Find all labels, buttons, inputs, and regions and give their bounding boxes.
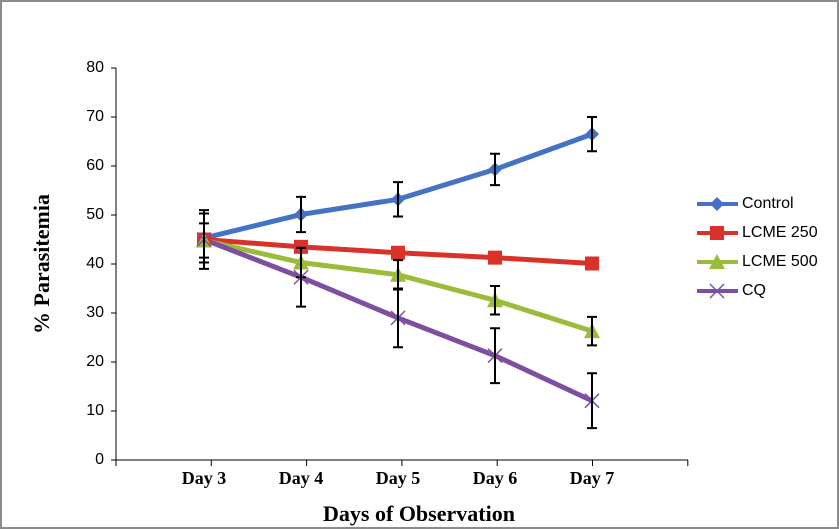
- marker: [585, 256, 599, 271]
- y-tick-label: 30: [86, 304, 104, 321]
- error-bar: [199, 209, 209, 270]
- y-tick-label: 70: [86, 108, 104, 125]
- error-bar: [393, 287, 403, 349]
- marker: [710, 226, 724, 240]
- error-bar: [490, 152, 500, 187]
- error-bar: [490, 285, 500, 316]
- y-tick-label: 0: [95, 451, 104, 468]
- error-bar: [296, 195, 306, 234]
- error-bar: [296, 246, 306, 308]
- marker: [391, 245, 405, 260]
- y-axis-title: % Parasitemia: [29, 194, 54, 334]
- x-axis-title: Days of Observation: [323, 501, 515, 526]
- legend-label: LCME 250: [742, 224, 818, 241]
- x-tick-label: Day 6: [473, 468, 518, 488]
- y-tick-label: 80: [86, 59, 104, 76]
- marker: [709, 283, 725, 299]
- y-tick-label: 20: [86, 353, 104, 370]
- marker: [488, 250, 502, 265]
- y-tick-label: 50: [86, 206, 104, 223]
- legend-label: Control: [742, 195, 794, 212]
- error-bar: [587, 372, 597, 430]
- error-bar: [587, 315, 597, 347]
- y-tick-label: 60: [86, 157, 104, 174]
- legend-label: LCME 500: [742, 253, 818, 270]
- marker: [710, 197, 724, 211]
- x-tick-label: Day 3: [182, 468, 227, 488]
- x-tick-label: Day 7: [570, 468, 615, 488]
- legend-label: CQ: [742, 282, 766, 299]
- x-tick-label: Day 4: [279, 468, 324, 488]
- x-tick-label: Day 5: [376, 468, 421, 488]
- y-tick-label: 10: [86, 402, 104, 419]
- marker: [709, 254, 725, 269]
- y-tick-label: 40: [86, 255, 104, 272]
- error-bar: [587, 116, 597, 153]
- error-bar: [393, 181, 403, 218]
- error-bar: [490, 327, 500, 385]
